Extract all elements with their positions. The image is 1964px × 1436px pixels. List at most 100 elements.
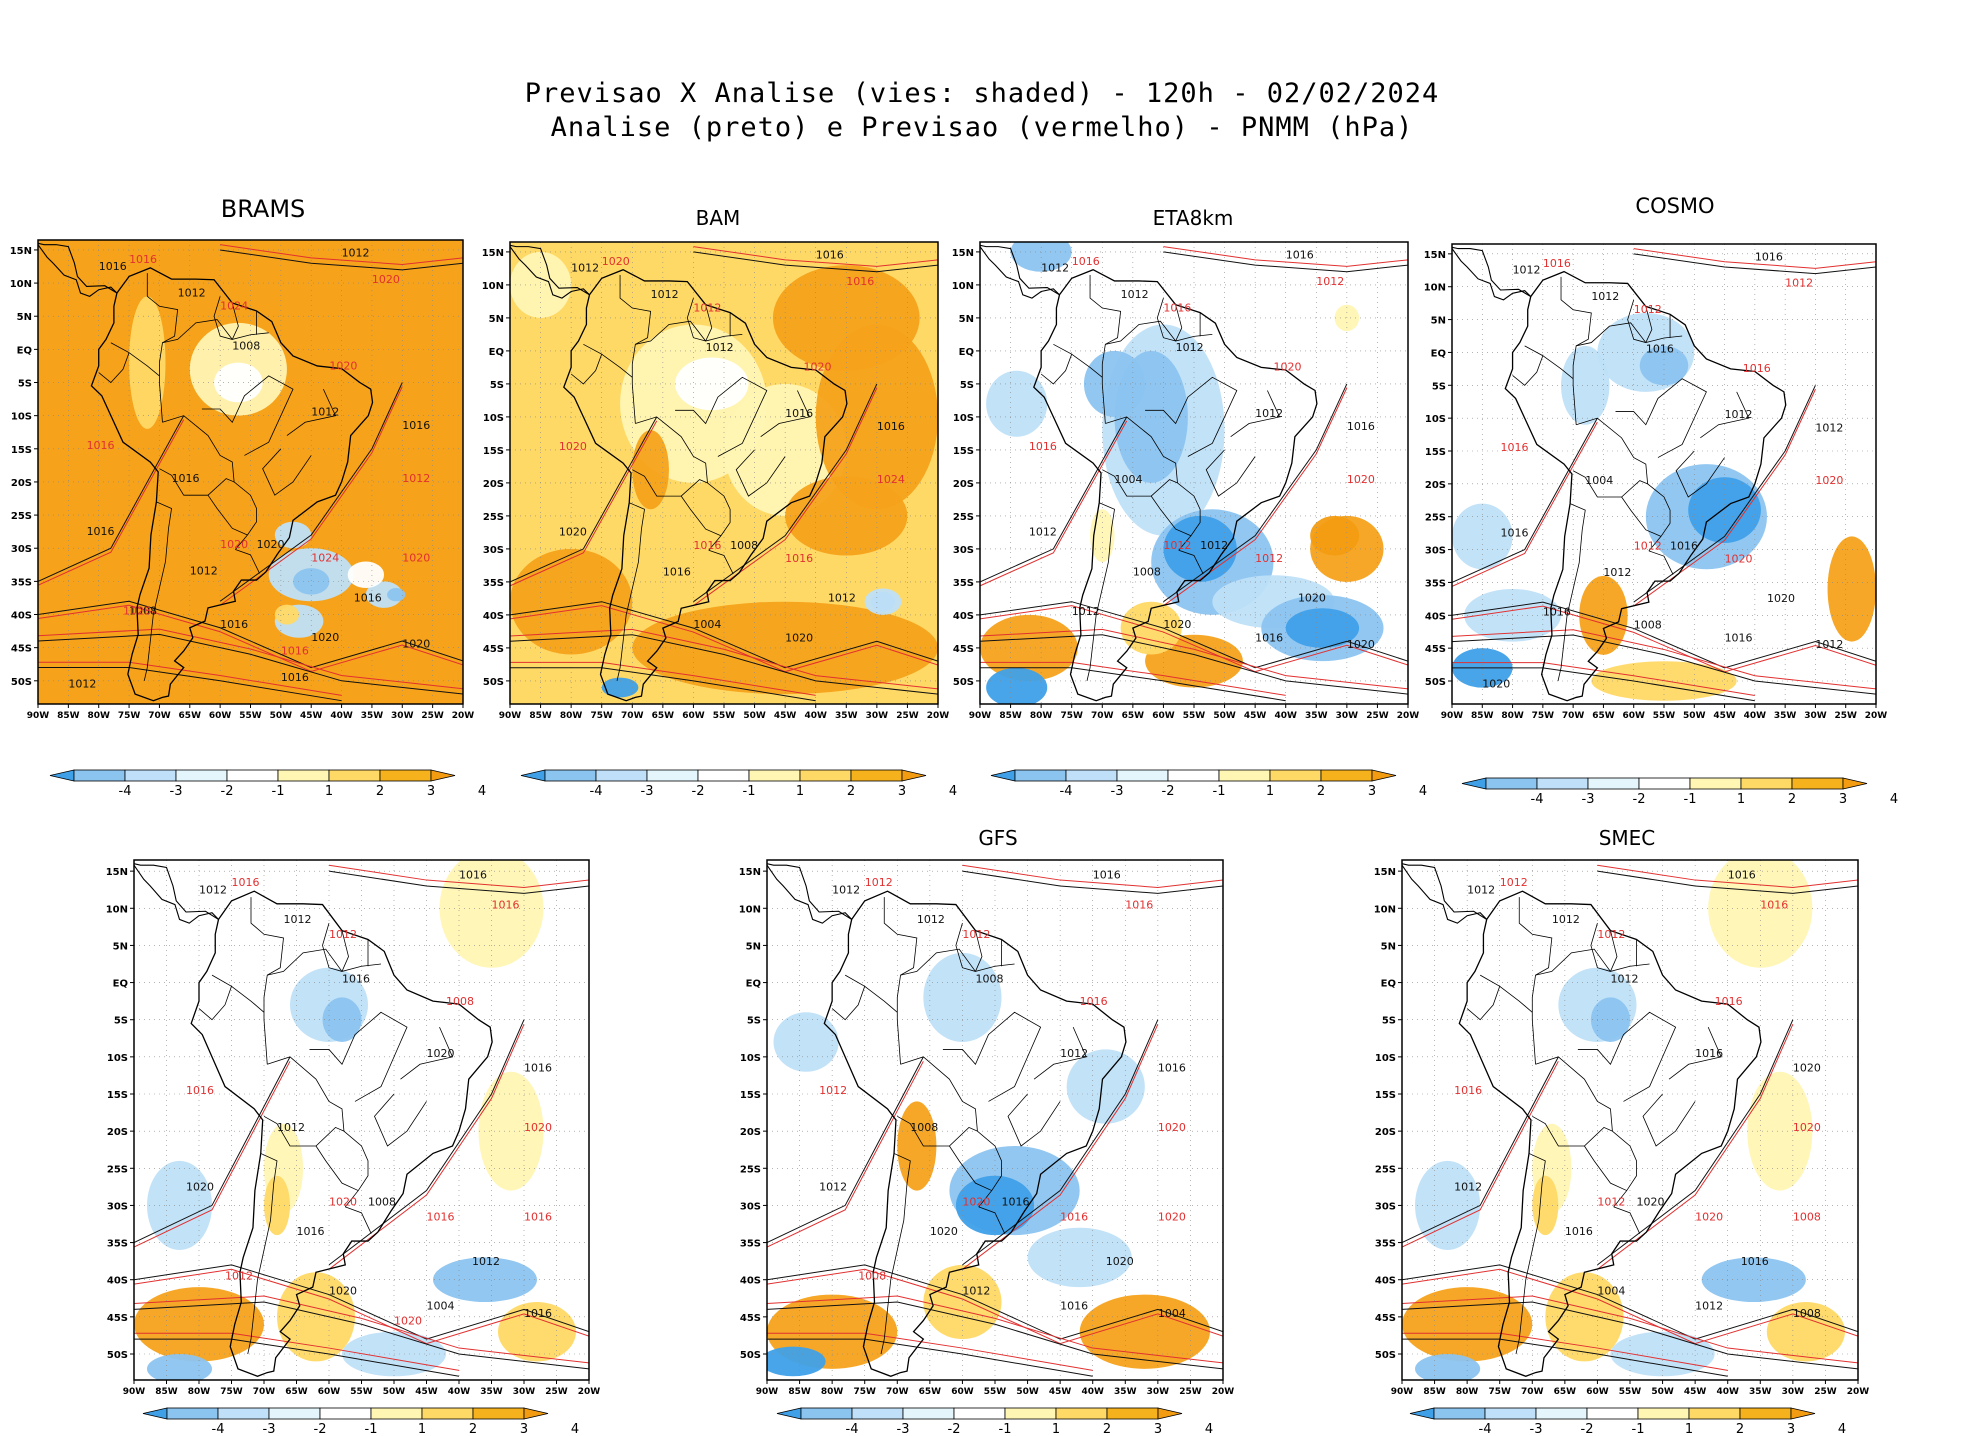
country-border [231,985,265,1013]
isobar-label-analysis: 1012 [199,883,227,896]
isobar-label-forecast: 1012 [1163,539,1191,552]
lon-label: 35W [480,1387,503,1397]
isobar-label-analysis: 1020 [1298,592,1326,605]
colorbar-segment [1535,1407,1588,1420]
bias-blob [387,588,406,602]
bias-blob [1310,515,1360,556]
lat-label: EQ [489,347,504,358]
country-border [897,1115,978,1147]
isobar-label-analysis: 1012 [571,262,599,275]
forecast-isobar [1163,246,1408,267]
isobar-label-analysis: 1012 [1603,566,1631,579]
bias-blob [1590,997,1630,1042]
lon-label: 25W [1179,1387,1202,1397]
analysis-isobar [767,1056,924,1244]
analysis-isobar [38,667,342,702]
lat-label: 20S [740,1127,761,1138]
lon-label: 35W [1749,1387,1772,1397]
isobar-label-analysis: 1020 [559,526,587,539]
country-border [1613,1206,1641,1234]
lon-label: 75W [1532,711,1555,721]
lat-label: 10N [10,279,32,290]
isobar-label-analysis: 1020 [427,1047,455,1060]
colorbar-label: -2 [1162,784,1175,799]
isobar-label-analysis: 1012 [311,406,339,419]
forecast-isobar [1452,605,1876,673]
isobar-label-analysis: 1012 [342,247,370,260]
lat-label: 15N [1374,867,1396,878]
lon-label: 25W [1834,711,1857,721]
country-border [880,1153,911,1355]
bias-blob [1688,477,1761,543]
lon-label: 50W [1651,1387,1674,1397]
isobar-label-analysis: 1016 [354,591,382,604]
colorbar-label: -1 [1684,792,1697,807]
country-border [883,897,918,976]
lon-label: 40W [1274,711,1297,721]
isobar-label-forecast: 1016 [186,1084,214,1097]
isobar-label-analysis: 1016 [1725,632,1753,645]
coastline [1033,269,1318,702]
lat-label: 40S [1375,1276,1396,1287]
isobar-label-forecast: 1020 [372,273,400,286]
country-border [1531,948,1650,1065]
bias-blob [864,588,902,615]
lon-label: 55W [1619,1387,1642,1397]
coastline [1452,248,1532,301]
country-border [1086,502,1115,681]
lat-label: 50S [1425,677,1446,688]
country-border [1033,1026,1087,1080]
lon-label: 90W [969,711,992,721]
isobar-label-analysis: 1020 [257,538,285,551]
analysis-isobar [980,416,1128,583]
country-border [231,302,239,340]
isobar-label-forecast: 1016 [232,876,260,889]
isobar-label-analysis: 1012 [1695,1299,1723,1312]
lon-label: 40W [804,711,827,721]
isobar-label-analysis: 1016 [1565,1225,1593,1238]
forecast-isobar [38,419,185,586]
lon-label: 90W [499,711,522,721]
coastline [767,864,853,924]
lon-label: 25W [421,711,444,721]
country-border [1621,496,1662,537]
analysis-isobar [1633,385,1816,603]
isobar-label-analysis: 1020 [1767,592,1795,605]
colorbar-label: -4 [1479,1422,1492,1436]
isobar-label-analysis: 1004 [1597,1285,1625,1298]
colorbar-arrow-right [1371,769,1397,782]
bias-blob [980,614,1078,681]
isobar-label-forecast: 1020 [1815,474,1843,487]
lat-label: EQ [1381,979,1396,990]
isobar-label-forecast: 1016 [785,552,813,565]
lat-label: 10S [11,412,32,423]
country-border [1466,974,1501,1021]
isobar-label-forecast: 1012 [1316,275,1344,288]
lon-label: 50W [270,711,293,721]
lon-label: 70W [1091,711,1114,721]
lat-label: 30S [107,1201,128,1212]
isobar-label-analysis: 1016 [1002,1195,1030,1208]
lon-label: 85W [788,1387,811,1397]
bias-blob [986,370,1048,437]
lon-label: 80W [821,1387,844,1397]
lon-label: 80W [1501,711,1524,721]
analysis-isobar [134,1301,589,1370]
bias-blob [498,1302,576,1362]
isobar-label-analysis: 1016 [402,419,430,432]
coastline [563,269,848,702]
lat-label: 20S [1425,480,1446,491]
panel-title-bam: BAM [695,206,741,230]
lon-label: 50W [383,1387,406,1397]
isobar-label-analysis: 1020 [1106,1255,1134,1268]
analysis-isobar [1452,667,1755,702]
isobar-label-analysis: 1012 [1467,883,1495,896]
country-border [1648,550,1674,575]
bias-blob [986,667,1048,704]
lat-label: 25S [483,512,504,523]
isobar-label-analysis: 1016 [524,1062,552,1075]
analysis-isobar [980,601,1408,669]
lon-label: 75W [1488,1387,1511,1397]
analysis-isobar [219,382,403,602]
